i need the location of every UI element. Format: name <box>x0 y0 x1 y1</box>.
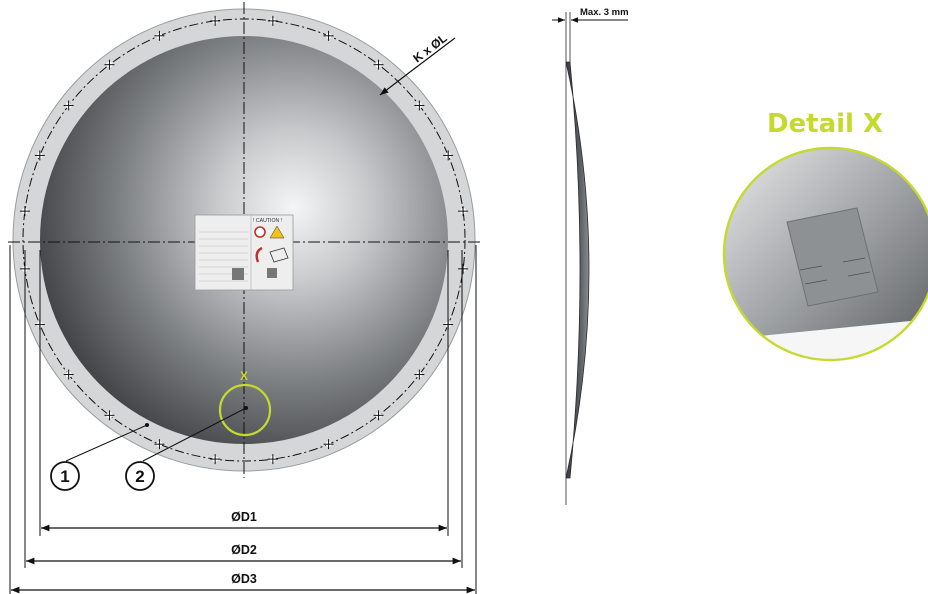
bolt-hole-marker <box>414 100 425 111</box>
callout-1-label: 1 <box>60 467 69 486</box>
bolt-hole-marker <box>443 150 454 161</box>
callout-2-bubble <box>125 461 155 491</box>
bolt-hole-marker <box>414 369 425 380</box>
bolt-hole-marker <box>267 15 278 26</box>
detail-view: Detail X <box>722 109 928 362</box>
bolt-hole-marker <box>210 454 221 465</box>
side-profile <box>565 61 590 479</box>
qr-code-icon <box>232 268 244 280</box>
bolt-hole-marker <box>458 206 469 217</box>
front-view: ! CAUTION ! K x ØL X 1 2 <box>8 2 480 594</box>
bolt-hole-marker <box>323 30 334 41</box>
bolt-hole-marker <box>373 410 384 421</box>
bolt-spec-label: K x ØL <box>410 31 449 65</box>
caution-label: ! CAUTION ! <box>194 214 294 291</box>
bolt-spec-leader <box>379 71 411 96</box>
bolt-hole-marker <box>267 454 278 465</box>
callout-1-bubble <box>50 461 80 491</box>
bolt-hole-marker <box>19 206 30 217</box>
callout-2-label: 2 <box>135 467 144 486</box>
dim-d1-label: ØD1 <box>231 510 257 524</box>
bolt-hole-marker <box>154 30 165 41</box>
bolt-hole-marker <box>373 59 384 70</box>
bolt-spec-leader-2 <box>409 37 456 73</box>
detail-view-circle <box>722 146 928 362</box>
warning-triangle-icon <box>269 225 285 239</box>
detail-label-patch <box>786 207 879 307</box>
max-depth-label: Max. 3 mm <box>580 7 629 18</box>
bolt-hole-marker <box>104 410 115 421</box>
dim-d3-label: ØD3 <box>231 572 257 586</box>
curved-arrow-icon <box>255 246 263 263</box>
bolt-hole-marker <box>63 369 74 380</box>
bolt-hole-marker <box>63 100 74 111</box>
detail-x-marker-circle <box>218 383 272 437</box>
mirror-pictogram-icon <box>269 247 289 263</box>
detail-view-title: Detail X <box>767 109 883 139</box>
detail-x-marker-label: X <box>240 369 248 383</box>
bolt-hole-marker <box>104 59 115 70</box>
callout-2-leader <box>142 407 247 462</box>
no-touch-icon <box>254 226 266 238</box>
bolt-hole-marker <box>210 15 221 26</box>
dim-d2-label: ØD2 <box>231 543 257 557</box>
caution-label-text: ! CAUTION ! <box>253 218 282 224</box>
callout-1-leader <box>65 424 148 462</box>
qr-code-icon <box>267 268 277 278</box>
bolt-hole-marker <box>154 439 165 450</box>
bolt-hole-marker <box>323 439 334 450</box>
bolt-hole-marker <box>34 150 45 161</box>
side-view: Max. 3 mm <box>552 7 629 505</box>
dimension-lines <box>9 245 477 594</box>
